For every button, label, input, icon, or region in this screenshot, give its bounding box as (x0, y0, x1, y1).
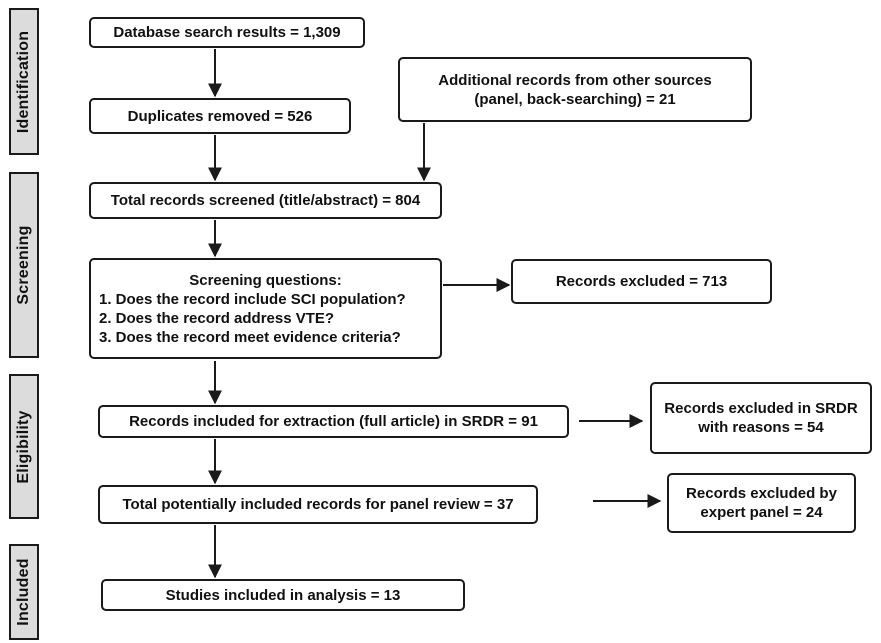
flow-arrows (0, 0, 881, 643)
prisma-flow-diagram: Identification Screening Eligibility Inc… (0, 0, 881, 643)
